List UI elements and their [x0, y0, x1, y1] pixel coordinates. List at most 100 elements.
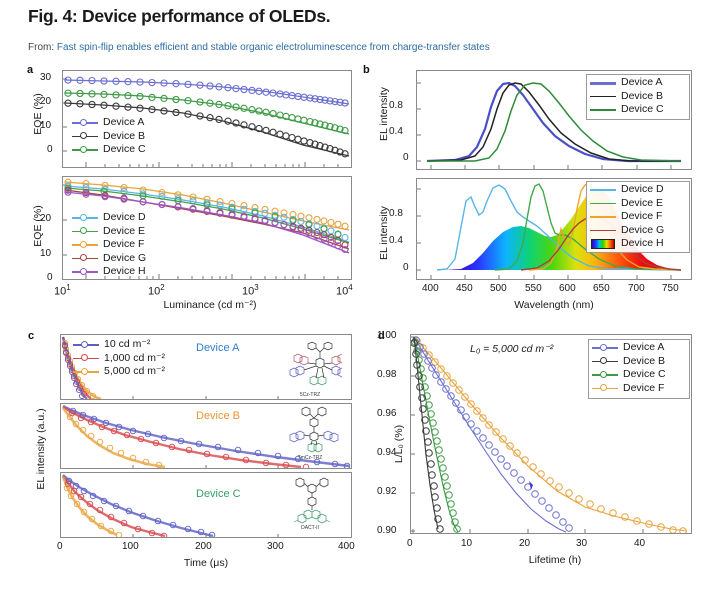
legend-marker-device-d	[72, 211, 98, 224]
panel-a-top-ytick-30: 30	[40, 72, 52, 83]
panel-c-xtick-300: 300	[267, 541, 284, 552]
molecule-name-tmcz-trz: TmCz-TRZ	[297, 455, 323, 461]
legend-item-device-a[interactable]: Device A	[72, 116, 146, 130]
legend-item-device-h[interactable]: Device H	[72, 265, 146, 279]
panel-b-xtick-500: 500	[490, 283, 507, 294]
legend-item-device-f[interactable]: Device F	[72, 238, 146, 252]
legend-item-device-e[interactable]: Device E	[72, 225, 146, 239]
panel-c-legend: 10 cd m⁻² 1,000 cd m⁻² 5,000 cd m⁻²	[73, 338, 165, 379]
legend-marker-c-1000	[73, 352, 99, 365]
legend-item-d-device-c[interactable]: Device C	[592, 368, 666, 382]
panel-d-ytick-100: 1.00	[377, 330, 397, 341]
panel-b-top-ytick-08: 0.8	[389, 100, 403, 111]
panel-a-bottom-plot	[62, 176, 352, 280]
panel-c-xtick-200: 200	[195, 541, 212, 552]
panel-c-xlabel: Time (μs)	[183, 557, 229, 569]
legend-label-d-device-f: Device F	[623, 381, 665, 394]
from-prefix: From:	[28, 42, 55, 53]
panel-d-xtick-20: 20	[519, 538, 531, 549]
legend-line-device-c	[590, 103, 616, 116]
panel-a-xtick-3: 103	[242, 283, 259, 298]
panel-a-xtick-2: 102	[148, 283, 165, 298]
legend-item-d-device-a[interactable]: Device A	[592, 341, 666, 355]
panel-c-xtick-100: 100	[122, 541, 139, 552]
panel-letter-d: d	[378, 330, 385, 342]
legend-line-device-b	[590, 90, 616, 103]
legend-item-c-10[interactable]: 10 cd m⁻²	[73, 338, 165, 352]
legend-item-b-device-c[interactable]: Device C	[590, 103, 664, 117]
legend-item-b-device-g[interactable]: Device G	[590, 224, 664, 238]
legend-item-c-1000[interactable]: 1,000 cd m⁻²	[73, 352, 165, 366]
panel-b-top-legend: Device A Device B Device C	[590, 76, 664, 117]
legend-item-d-device-b[interactable]: Device B	[592, 355, 666, 369]
panel-d-ytick-098: 0.98	[377, 369, 397, 380]
legend-item-b-device-d[interactable]: Device D	[590, 183, 664, 197]
legend-label-c-10: 10 cd m⁻²	[104, 338, 151, 350]
panel-d-legend: Device A Device B Device C Device F	[592, 341, 666, 395]
legend-marker-device-h	[72, 265, 98, 278]
molecule-name-5cz-trz: 5Cz-TRZ	[299, 392, 321, 398]
legend-item-b-device-e[interactable]: Device E	[590, 197, 664, 211]
legend-item-device-b[interactable]: Device B	[72, 130, 146, 144]
panel-b-xtick-750: 750	[662, 283, 679, 294]
legend-marker-d-device-a	[592, 341, 618, 354]
panel-a-top-ytick-10: 10	[40, 120, 52, 131]
legend-label-b-device-g: Device G	[621, 223, 665, 236]
source-article-link[interactable]: Fast spin-flip enables efficient and sta…	[56, 42, 490, 53]
legend-marker-c-5000	[73, 365, 99, 378]
legend-label-b-device-d: Device D	[621, 183, 664, 195]
legend-line-device-g	[590, 224, 616, 237]
panel-b-xtick-400: 400	[422, 283, 439, 294]
panel-c-a-svg	[61, 336, 279, 399]
molecule-5cz-trz	[278, 340, 342, 396]
panel-a-bottom-ytick-20: 20	[40, 213, 52, 224]
panel-b-xtick-650: 650	[593, 283, 610, 294]
legend-label-d-device-a: Device A	[623, 341, 665, 353]
legend-item-b-device-b[interactable]: Device B	[590, 90, 664, 104]
legend-line-device-e	[590, 197, 616, 210]
panel-d-xtick-40: 40	[634, 538, 646, 549]
legend-item-d-device-f[interactable]: Device F	[592, 382, 666, 396]
panel-c-b-svg	[61, 404, 351, 468]
legend-label-c-5000: 5,000 cd m⁻²	[104, 365, 165, 377]
panel-b-xtick-600: 600	[559, 283, 576, 294]
panel-a-top-ytick-20: 20	[40, 96, 52, 107]
legend-label-device-h: Device H	[103, 265, 146, 277]
legend-line-device-f	[590, 210, 616, 223]
legend-label-device-a: Device A	[103, 116, 145, 128]
panel-c-xtick-400: 400	[338, 541, 355, 552]
legend-item-device-g[interactable]: Device G	[72, 252, 146, 266]
legend-item-b-device-h[interactable]: Device H	[590, 237, 664, 251]
panel-b-bottom-ytick-08: 0.8	[389, 208, 403, 219]
legend-marker-d-device-f	[592, 382, 618, 395]
legend-item-b-device-f[interactable]: Device F	[590, 210, 664, 224]
panel-letter-a: a	[27, 64, 34, 76]
panel-d-ytick-094: 0.94	[377, 447, 397, 458]
panel-d-annotation-text: L₀ = 5,000 cd m⁻²	[470, 343, 554, 355]
panel-b-top-ylabel: EL intensity	[378, 87, 390, 141]
legend-label-device-e: Device E	[103, 224, 146, 237]
panel-b-top-ytick-0: 0	[403, 152, 409, 163]
legend-line-device-a	[590, 76, 616, 89]
panel-b-top-ytick-04: 0.4	[389, 126, 403, 137]
panel-d-xtick-0: 0	[407, 538, 413, 549]
panel-c-device-a-plot	[60, 334, 352, 400]
legend-label-d-device-c: Device C	[623, 368, 666, 380]
panel-d-xtick-10: 10	[461, 538, 473, 549]
panel-d-ytick-090: 0.90	[377, 525, 397, 536]
panel-d-xtick-30: 30	[576, 538, 588, 549]
legend-item-b-device-a[interactable]: Device A	[590, 76, 664, 90]
legend-item-c-5000[interactable]: 5,000 cd m⁻²	[73, 365, 165, 379]
legend-label-b-device-f: Device F	[621, 210, 663, 222]
legend-item-device-c[interactable]: Device C	[72, 143, 146, 157]
legend-marker-d-device-b	[592, 355, 618, 368]
panel-a-bottom-ytick-0: 0	[47, 272, 53, 283]
legend-marker-device-g	[72, 252, 98, 265]
panel-d-xlabel: Lifetime (h)	[528, 554, 582, 566]
legend-item-device-d[interactable]: Device D	[72, 211, 146, 225]
panel-b-bottom-ylabel: EL intensity	[378, 206, 390, 260]
legend-marker-device-e	[72, 225, 98, 238]
legend-label-b-device-a: Device A	[621, 76, 663, 88]
panel-d-ytick-096: 0.96	[377, 408, 397, 419]
panel-a-top-ylabel: EQE (%)	[32, 93, 44, 135]
